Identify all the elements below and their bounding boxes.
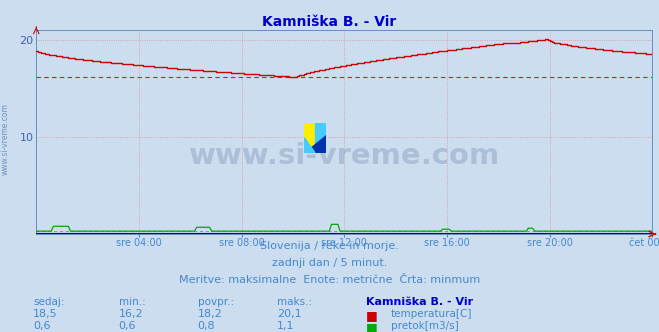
Text: min.:: min.: bbox=[119, 297, 146, 307]
Text: 1,1: 1,1 bbox=[277, 321, 295, 331]
Text: 0,8: 0,8 bbox=[198, 321, 215, 331]
Text: 16,2: 16,2 bbox=[119, 309, 143, 319]
Text: 20,1: 20,1 bbox=[277, 309, 301, 319]
Text: www.si-vreme.com: www.si-vreme.com bbox=[1, 104, 10, 175]
Text: 0,6: 0,6 bbox=[119, 321, 136, 331]
Text: 0,6: 0,6 bbox=[33, 321, 51, 331]
Text: Kamniška B. - Vir: Kamniška B. - Vir bbox=[262, 15, 397, 29]
Text: 18,5: 18,5 bbox=[33, 309, 57, 319]
Text: temperatura[C]: temperatura[C] bbox=[391, 309, 473, 319]
Bar bbox=[315, 123, 326, 153]
Text: zadnji dan / 5 minut.: zadnji dan / 5 minut. bbox=[272, 258, 387, 268]
Text: sedaj:: sedaj: bbox=[33, 297, 65, 307]
Text: pretok[m3/s]: pretok[m3/s] bbox=[391, 321, 459, 331]
Text: www.si-vreme.com: www.si-vreme.com bbox=[188, 142, 500, 170]
Text: povpr.:: povpr.: bbox=[198, 297, 234, 307]
Bar bbox=[304, 123, 315, 153]
Text: Slovenija / reke in morje.: Slovenija / reke in morje. bbox=[260, 241, 399, 251]
Polygon shape bbox=[304, 135, 326, 153]
Text: Kamniška B. - Vir: Kamniška B. - Vir bbox=[366, 297, 473, 307]
Text: Meritve: maksimalne  Enote: metrične  Črta: minmum: Meritve: maksimalne Enote: metrične Črta… bbox=[179, 275, 480, 285]
Polygon shape bbox=[304, 138, 315, 153]
Text: maks.:: maks.: bbox=[277, 297, 312, 307]
Text: ■: ■ bbox=[366, 321, 378, 332]
Text: ■: ■ bbox=[366, 309, 378, 322]
Text: 18,2: 18,2 bbox=[198, 309, 223, 319]
